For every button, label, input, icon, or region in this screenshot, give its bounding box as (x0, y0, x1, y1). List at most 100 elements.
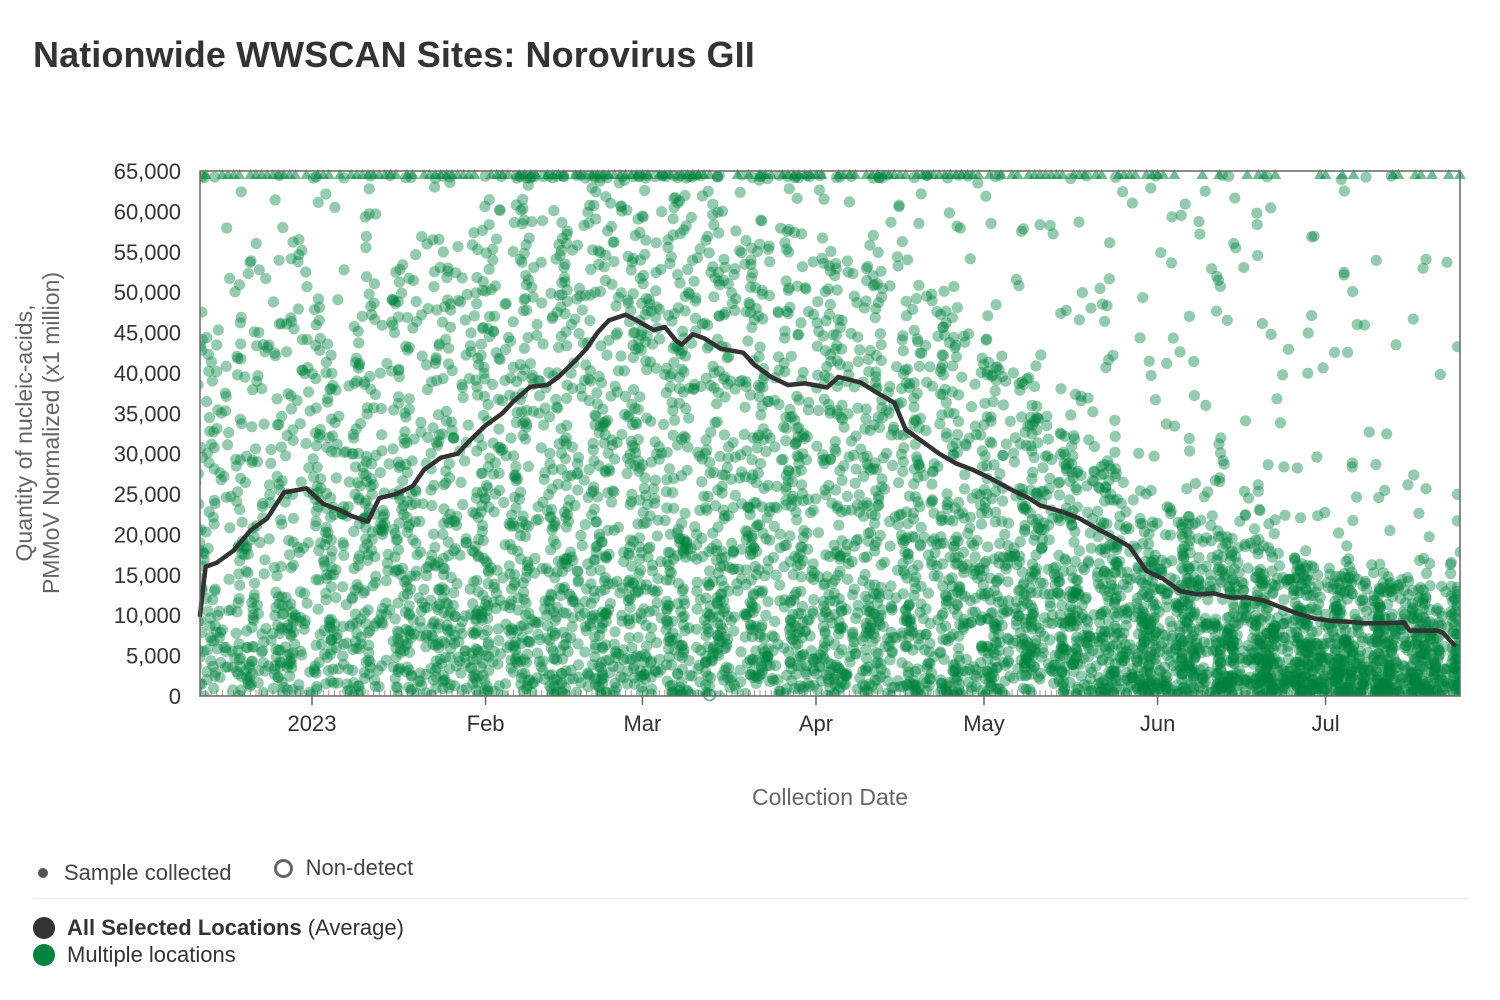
sample-point (242, 678, 254, 690)
sample-point (619, 408, 631, 420)
sample-point (872, 500, 884, 512)
sample-point (443, 682, 455, 694)
sample-point (449, 543, 461, 555)
sample-point (561, 225, 573, 237)
sample-point (313, 656, 325, 669)
sample-point (1155, 247, 1167, 259)
sample-point (599, 572, 612, 584)
sample-point (1126, 197, 1138, 209)
sample-point (1087, 406, 1099, 418)
sample-point (870, 350, 883, 362)
sample-point (220, 491, 232, 503)
sample-point (475, 661, 487, 673)
sample-point (517, 577, 529, 589)
sample-point (347, 688, 359, 696)
sample-point (234, 503, 246, 515)
sample-point (414, 667, 426, 679)
sample-point (659, 514, 671, 527)
sample-point (522, 622, 534, 635)
sample-point (1165, 257, 1178, 269)
sample-point (666, 615, 679, 627)
sample-point (353, 359, 365, 371)
sample-point (533, 407, 545, 419)
sample-point (361, 538, 373, 550)
sample-point (819, 345, 832, 357)
sample-point (560, 665, 572, 677)
sample-point (651, 585, 663, 597)
sample-point (473, 646, 485, 658)
sample-point (488, 506, 500, 518)
sample-point (852, 331, 864, 343)
sample-point (493, 467, 505, 479)
sample-point (265, 457, 277, 469)
sample-point (537, 665, 549, 677)
sample-point (471, 644, 483, 656)
sample-point (507, 641, 519, 653)
sample-point (471, 624, 483, 637)
sample-point (273, 598, 285, 610)
sample-point (246, 456, 258, 468)
sample-point (281, 661, 293, 673)
sample-point (1002, 657, 1014, 669)
sample-point (494, 594, 506, 607)
sample-point (273, 478, 285, 490)
sample-point (444, 651, 456, 664)
sample-point (517, 429, 529, 441)
sample-point (498, 600, 511, 612)
sample-point (716, 205, 729, 217)
sample-point (430, 671, 442, 683)
sample-point (924, 637, 936, 649)
sample-point (669, 414, 681, 426)
sample-point (549, 627, 561, 639)
sample-point (410, 485, 422, 497)
sample-point (483, 639, 495, 651)
sample-point (346, 448, 358, 460)
sample-point (511, 625, 523, 637)
sample-point (416, 309, 428, 321)
sample-point (331, 628, 343, 641)
sample-point (507, 450, 520, 462)
sample-point (718, 595, 730, 607)
sample-point (392, 597, 404, 609)
sample-point (579, 519, 592, 531)
sample-point (736, 466, 748, 478)
sample-point (1065, 409, 1077, 421)
sample-point (510, 469, 522, 481)
sample-point (586, 486, 598, 498)
sample-point (201, 666, 213, 678)
sample-point (256, 500, 269, 513)
sample-point (503, 560, 515, 572)
sample-point (410, 295, 422, 308)
sample-point (630, 651, 642, 664)
sample-point (549, 652, 561, 665)
sample-point (1073, 314, 1085, 326)
sample-point (321, 441, 333, 453)
sample-point (1060, 304, 1072, 316)
sample-point (985, 415, 997, 427)
sample-point (376, 616, 388, 629)
sample-point (440, 415, 453, 427)
sample-point (398, 433, 410, 445)
sample-point (982, 541, 994, 553)
sample-point (452, 241, 464, 253)
sample-point (489, 457, 502, 469)
sample-point (311, 683, 323, 695)
sample-point (477, 589, 489, 601)
sample-point (428, 528, 440, 540)
sample-point (352, 680, 364, 692)
sample-point (487, 468, 500, 480)
sample-point (632, 631, 644, 644)
sample-point (285, 403, 298, 415)
sample-point (593, 680, 605, 692)
sample-point (560, 511, 572, 523)
sample-point (490, 602, 502, 615)
sample-point (324, 648, 337, 660)
sample-point (975, 518, 988, 530)
sample-point (543, 566, 555, 578)
sample-point (328, 508, 340, 521)
sample-point (472, 389, 484, 401)
sample-point (293, 685, 305, 696)
sample-point (481, 680, 493, 692)
sample-point (621, 204, 633, 216)
sample-point (527, 291, 539, 303)
